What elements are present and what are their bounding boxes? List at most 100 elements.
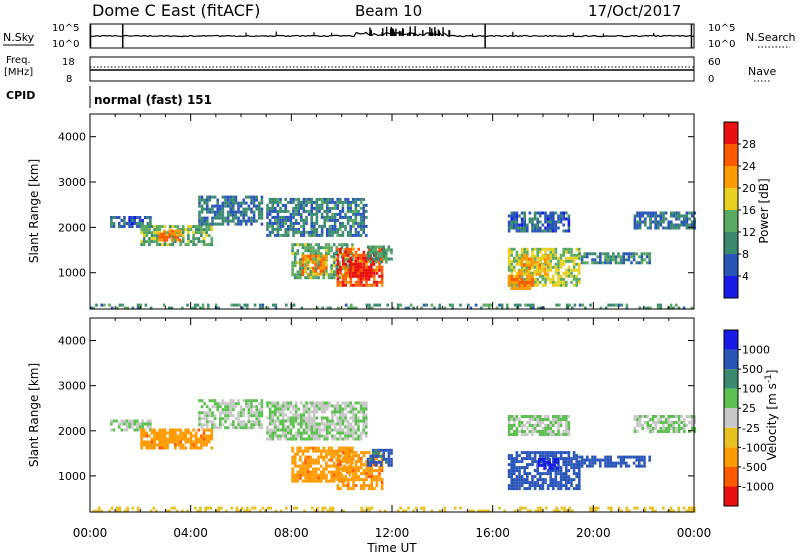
velocity-cell (205, 434, 208, 438)
velocity-cell (348, 446, 352, 450)
velocity-cell (507, 469, 511, 473)
velocity-cell (562, 478, 565, 482)
velocity-cell (559, 487, 563, 491)
velocity-cell (383, 509, 387, 513)
velocity-cell (578, 481, 581, 485)
velocity-cell (554, 418, 558, 421)
velocity-cell (638, 415, 642, 418)
power-cell (379, 260, 383, 264)
velocity-cell (306, 476, 310, 480)
power-cell (565, 259, 568, 263)
power-cell (117, 225, 121, 228)
velocity-cell (289, 437, 293, 441)
power-cell (373, 253, 376, 257)
velocity-cell (112, 419, 116, 423)
power-cell (309, 276, 313, 280)
velocity-cell (266, 404, 269, 408)
velocity-cell (370, 472, 373, 476)
velocity-cell (515, 460, 519, 464)
power-cell (271, 230, 274, 234)
velocity-cell (594, 509, 597, 513)
power-cell (346, 215, 350, 219)
velocity-cell (325, 476, 328, 480)
velocity-cell (221, 399, 225, 403)
velocity-cell (372, 457, 375, 461)
velocity-cell (567, 469, 571, 473)
velocity-cell (224, 426, 227, 430)
velocity-cell (526, 415, 529, 418)
power-cell (139, 303, 142, 307)
power-cell (565, 271, 568, 275)
velocity-cell (305, 404, 308, 408)
velocity-cell (690, 415, 694, 418)
velocity-cell (641, 427, 644, 430)
power-cell (344, 271, 347, 275)
power-cell (586, 261, 589, 265)
velocity-cell (229, 423, 232, 427)
power-cell (604, 258, 607, 262)
velocity-cell (313, 509, 317, 513)
velocity-cell (239, 423, 243, 427)
velocity-cell (276, 428, 280, 432)
power-cell (330, 270, 333, 274)
power-cell (281, 221, 285, 225)
power-cell (219, 207, 222, 211)
velocity-cell (153, 434, 156, 438)
power-cell (326, 227, 329, 231)
power-cell (562, 271, 565, 275)
velocity-cell (312, 449, 315, 453)
power-cell (260, 207, 264, 211)
power-cell (319, 266, 323, 270)
power-cell (659, 217, 663, 221)
power-cell (645, 252, 649, 256)
power-cell (293, 273, 297, 277)
power-cell (654, 223, 657, 227)
velocity-cell (387, 448, 391, 452)
power-cell (517, 260, 521, 264)
power-cell (229, 210, 232, 214)
velocity-cell (680, 427, 683, 430)
power-cell (323, 224, 326, 228)
velocity-cell (591, 464, 594, 468)
velocity-cell (239, 414, 243, 418)
velocity-cell (176, 437, 180, 441)
velocity-cell (518, 487, 521, 491)
velocity-cell (562, 457, 565, 461)
velocity-cell (688, 509, 691, 513)
power-cell (675, 217, 678, 221)
velocity-cell (373, 475, 376, 479)
velocity-cell (362, 431, 365, 435)
power-cell (528, 281, 532, 284)
power-cell (205, 228, 208, 232)
power-cell (385, 257, 388, 261)
power-cell (690, 306, 694, 310)
velocity-cell (219, 402, 222, 406)
velocity-cell (347, 451, 350, 455)
velocity-cell (317, 473, 320, 477)
power-cell (128, 219, 131, 222)
velocity-cell (672, 430, 676, 433)
power-cell (346, 200, 350, 204)
power-cell (659, 220, 663, 224)
power-cell (513, 274, 516, 278)
power-cell (354, 265, 357, 269)
power-cell (520, 287, 524, 290)
power-cell (567, 271, 571, 275)
velocity-cell (153, 443, 156, 447)
power-cell (536, 269, 539, 273)
velocity-cell (271, 428, 274, 432)
velocity-cell (206, 411, 209, 415)
velocity-cell (210, 437, 214, 441)
velocity-cell (255, 405, 258, 409)
power-cell (533, 229, 537, 233)
power-cell (92, 306, 96, 310)
power-cell (362, 250, 366, 254)
power-cell (617, 261, 620, 265)
velocity-cell (226, 414, 230, 418)
velocity-cell (677, 415, 681, 418)
velocity-cell (593, 461, 597, 465)
power-cell (510, 262, 513, 266)
velocity-cell (187, 440, 190, 444)
velocity-cell (332, 461, 336, 465)
power-cell (528, 220, 532, 224)
